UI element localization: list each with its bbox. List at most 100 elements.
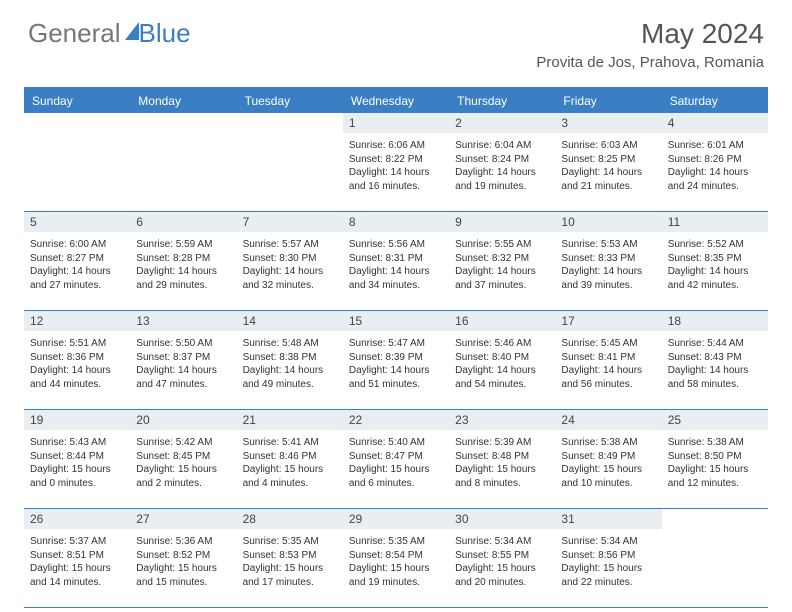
sun-info: Sunrise: 6:01 AMSunset: 8:26 PMDaylight:… xyxy=(668,139,762,193)
sun-info-line: Daylight: 14 hours xyxy=(349,265,443,279)
sun-info-line: and 12 minutes. xyxy=(668,477,762,491)
sun-info: Sunrise: 5:36 AMSunset: 8:52 PMDaylight:… xyxy=(136,535,230,589)
sun-info-line: Daylight: 15 hours xyxy=(30,463,124,477)
day-cell: Sunrise: 5:55 AMSunset: 8:32 PMDaylight:… xyxy=(449,232,555,310)
day-cell: Sunrise: 5:38 AMSunset: 8:50 PMDaylight:… xyxy=(662,430,768,508)
sun-info-line: Sunrise: 5:38 AM xyxy=(561,436,655,450)
day-cell: Sunrise: 5:48 AMSunset: 8:38 PMDaylight:… xyxy=(237,331,343,409)
sun-info-line: Sunrise: 6:00 AM xyxy=(30,238,124,252)
weekday-header: Sunday xyxy=(24,89,130,113)
weekday-header: Monday xyxy=(130,89,236,113)
sun-info: Sunrise: 5:41 AMSunset: 8:46 PMDaylight:… xyxy=(243,436,337,490)
sun-info-line: Sunrise: 5:39 AM xyxy=(455,436,549,450)
sun-info-line: and 58 minutes. xyxy=(668,378,762,392)
weekday-row: SundayMondayTuesdayWednesdayThursdayFrid… xyxy=(24,89,768,113)
sun-info-line: Sunrise: 6:04 AM xyxy=(455,139,549,153)
sun-info: Sunrise: 5:38 AMSunset: 8:50 PMDaylight:… xyxy=(668,436,762,490)
sun-info-line: Sunset: 8:26 PM xyxy=(668,153,762,167)
day-number: 10 xyxy=(555,212,661,232)
sun-info-line: and 42 minutes. xyxy=(668,279,762,293)
sun-info-line: and 14 minutes. xyxy=(30,576,124,590)
sun-info-line: and 10 minutes. xyxy=(561,477,655,491)
sun-info-line: Sunset: 8:22 PM xyxy=(349,153,443,167)
sun-info: Sunrise: 6:03 AMSunset: 8:25 PMDaylight:… xyxy=(561,139,655,193)
sun-info: Sunrise: 5:55 AMSunset: 8:32 PMDaylight:… xyxy=(455,238,549,292)
sun-info-line: Sunrise: 6:06 AM xyxy=(349,139,443,153)
sun-info-line: Sunset: 8:25 PM xyxy=(561,153,655,167)
day-cell: Sunrise: 5:42 AMSunset: 8:45 PMDaylight:… xyxy=(130,430,236,508)
sun-info-line: and 0 minutes. xyxy=(30,477,124,491)
sun-info-line: Sunrise: 5:53 AM xyxy=(561,238,655,252)
sun-info-line: Daylight: 14 hours xyxy=(349,364,443,378)
sun-info-line: Daylight: 15 hours xyxy=(349,562,443,576)
sun-info-line: Sunrise: 5:43 AM xyxy=(30,436,124,450)
day-cell xyxy=(24,133,130,211)
sun-info-line: and 4 minutes. xyxy=(243,477,337,491)
day-cell xyxy=(662,529,768,607)
sun-info: Sunrise: 5:40 AMSunset: 8:47 PMDaylight:… xyxy=(349,436,443,490)
sun-info: Sunrise: 5:35 AMSunset: 8:53 PMDaylight:… xyxy=(243,535,337,589)
sun-info-line: Sunset: 8:48 PM xyxy=(455,450,549,464)
sun-info-line: Sunset: 8:49 PM xyxy=(561,450,655,464)
sun-info: Sunrise: 5:38 AMSunset: 8:49 PMDaylight:… xyxy=(561,436,655,490)
sun-info-line: Sunset: 8:41 PM xyxy=(561,351,655,365)
sun-info-line: Sunrise: 5:38 AM xyxy=(668,436,762,450)
sun-info: Sunrise: 5:47 AMSunset: 8:39 PMDaylight:… xyxy=(349,337,443,391)
day-cell: Sunrise: 5:51 AMSunset: 8:36 PMDaylight:… xyxy=(24,331,130,409)
sun-info-line: Sunrise: 5:52 AM xyxy=(668,238,762,252)
sun-info: Sunrise: 6:00 AMSunset: 8:27 PMDaylight:… xyxy=(30,238,124,292)
sun-info-line: and 32 minutes. xyxy=(243,279,337,293)
sun-info-line: Daylight: 14 hours xyxy=(136,364,230,378)
sun-info-line: Sunrise: 5:40 AM xyxy=(349,436,443,450)
day-cell: Sunrise: 5:46 AMSunset: 8:40 PMDaylight:… xyxy=(449,331,555,409)
sun-info: Sunrise: 5:46 AMSunset: 8:40 PMDaylight:… xyxy=(455,337,549,391)
sun-info-line: Sunrise: 5:56 AM xyxy=(349,238,443,252)
sun-info-line: Daylight: 14 hours xyxy=(30,265,124,279)
day-cell xyxy=(237,133,343,211)
sun-info: Sunrise: 5:43 AMSunset: 8:44 PMDaylight:… xyxy=(30,436,124,490)
day-cell xyxy=(130,133,236,211)
sun-info-line: and 51 minutes. xyxy=(349,378,443,392)
day-number: 13 xyxy=(130,311,236,331)
sun-info-line: and 56 minutes. xyxy=(561,378,655,392)
sun-info-line: and 17 minutes. xyxy=(243,576,337,590)
sun-info-line: Sunset: 8:33 PM xyxy=(561,252,655,266)
sun-info: Sunrise: 5:45 AMSunset: 8:41 PMDaylight:… xyxy=(561,337,655,391)
day-number: 12 xyxy=(24,311,130,331)
day-cell: Sunrise: 5:34 AMSunset: 8:55 PMDaylight:… xyxy=(449,529,555,607)
weekday-header: Tuesday xyxy=(237,89,343,113)
sun-info-line: Sunset: 8:55 PM xyxy=(455,549,549,563)
sun-info-line: Daylight: 14 hours xyxy=(30,364,124,378)
sun-info-line: Sunrise: 5:55 AM xyxy=(455,238,549,252)
sun-info-line: and 34 minutes. xyxy=(349,279,443,293)
sun-info-line: Daylight: 14 hours xyxy=(668,166,762,180)
day-number: 1 xyxy=(343,113,449,133)
sun-info: Sunrise: 6:06 AMSunset: 8:22 PMDaylight:… xyxy=(349,139,443,193)
sun-info-line: Sunset: 8:36 PM xyxy=(30,351,124,365)
sun-info-line: Sunrise: 6:01 AM xyxy=(668,139,762,153)
sun-info-line: Daylight: 15 hours xyxy=(243,463,337,477)
day-number: 2 xyxy=(449,113,555,133)
day-cell: Sunrise: 5:34 AMSunset: 8:56 PMDaylight:… xyxy=(555,529,661,607)
day-number: 25 xyxy=(662,410,768,430)
sun-info-line: Daylight: 14 hours xyxy=(136,265,230,279)
sun-info-line: Sunset: 8:32 PM xyxy=(455,252,549,266)
day-cell: Sunrise: 5:35 AMSunset: 8:53 PMDaylight:… xyxy=(237,529,343,607)
sun-info-line: Sunrise: 5:45 AM xyxy=(561,337,655,351)
sun-info-line: Daylight: 15 hours xyxy=(136,463,230,477)
sun-info-line: Sunset: 8:39 PM xyxy=(349,351,443,365)
day-number: 20 xyxy=(130,410,236,430)
sun-info: Sunrise: 5:51 AMSunset: 8:36 PMDaylight:… xyxy=(30,337,124,391)
sun-info-line: and 24 minutes. xyxy=(668,180,762,194)
sun-info-line: Sunrise: 5:36 AM xyxy=(136,535,230,549)
sun-info-line: and 39 minutes. xyxy=(561,279,655,293)
logo-triangle-icon xyxy=(125,22,139,40)
sun-info-line: Daylight: 14 hours xyxy=(668,265,762,279)
sun-info-line: Sunset: 8:56 PM xyxy=(561,549,655,563)
sun-info-line: Sunrise: 5:47 AM xyxy=(349,337,443,351)
title-block: May 2024 Provita de Jos, Prahova, Romani… xyxy=(536,18,764,71)
sun-info: Sunrise: 5:50 AMSunset: 8:37 PMDaylight:… xyxy=(136,337,230,391)
day-number: 23 xyxy=(449,410,555,430)
sun-info-line: Sunrise: 5:57 AM xyxy=(243,238,337,252)
sun-info: Sunrise: 5:59 AMSunset: 8:28 PMDaylight:… xyxy=(136,238,230,292)
